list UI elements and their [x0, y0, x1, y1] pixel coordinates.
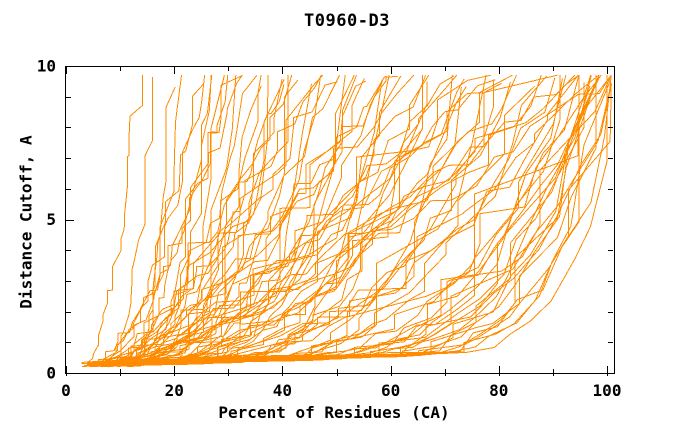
- y-tick-label: 10: [37, 57, 56, 76]
- model-curve: [89, 79, 285, 364]
- model-curve: [93, 74, 243, 364]
- model-curve: [99, 75, 427, 363]
- model-curve: [97, 75, 242, 365]
- model-curve: [91, 74, 558, 364]
- model-curve: [97, 75, 289, 365]
- model-curve: [110, 78, 465, 363]
- model-curve: [127, 74, 322, 367]
- x-tick-label: 100: [593, 381, 622, 400]
- model-curve: [94, 75, 206, 364]
- model-curve: [99, 75, 293, 364]
- model-curve: [100, 74, 415, 367]
- model-curve: [106, 85, 262, 366]
- model-curve: [87, 75, 143, 366]
- x-axis-label: Percent of Residues (CA): [218, 403, 450, 422]
- model-curve: [122, 84, 285, 364]
- model-curve: [109, 83, 612, 364]
- model-curve: [97, 75, 262, 366]
- x-tick-label: 80: [489, 381, 508, 400]
- x-tick-label: 60: [381, 381, 400, 400]
- y-tick-label: 0: [46, 364, 56, 383]
- model-curve: [89, 75, 455, 368]
- y-tick-label: 5: [46, 210, 56, 229]
- model-curve: [126, 75, 608, 365]
- chart-title: T0960-D3: [304, 11, 390, 31]
- model-curve: [112, 75, 387, 365]
- model-curve: [131, 79, 496, 364]
- model-curve: [92, 74, 324, 365]
- model-curve: [106, 75, 611, 364]
- model-curve: [91, 84, 204, 368]
- model-curve: [130, 75, 228, 367]
- model-curve: [116, 74, 612, 365]
- chart-frame: [65, 66, 615, 374]
- x-tick-label: 40: [273, 381, 292, 400]
- model-curve: [91, 81, 338, 366]
- model-curve: [90, 74, 491, 366]
- x-tick-label: 20: [165, 381, 184, 400]
- x-tick-label: 0: [61, 381, 71, 400]
- model-curve: [126, 74, 576, 366]
